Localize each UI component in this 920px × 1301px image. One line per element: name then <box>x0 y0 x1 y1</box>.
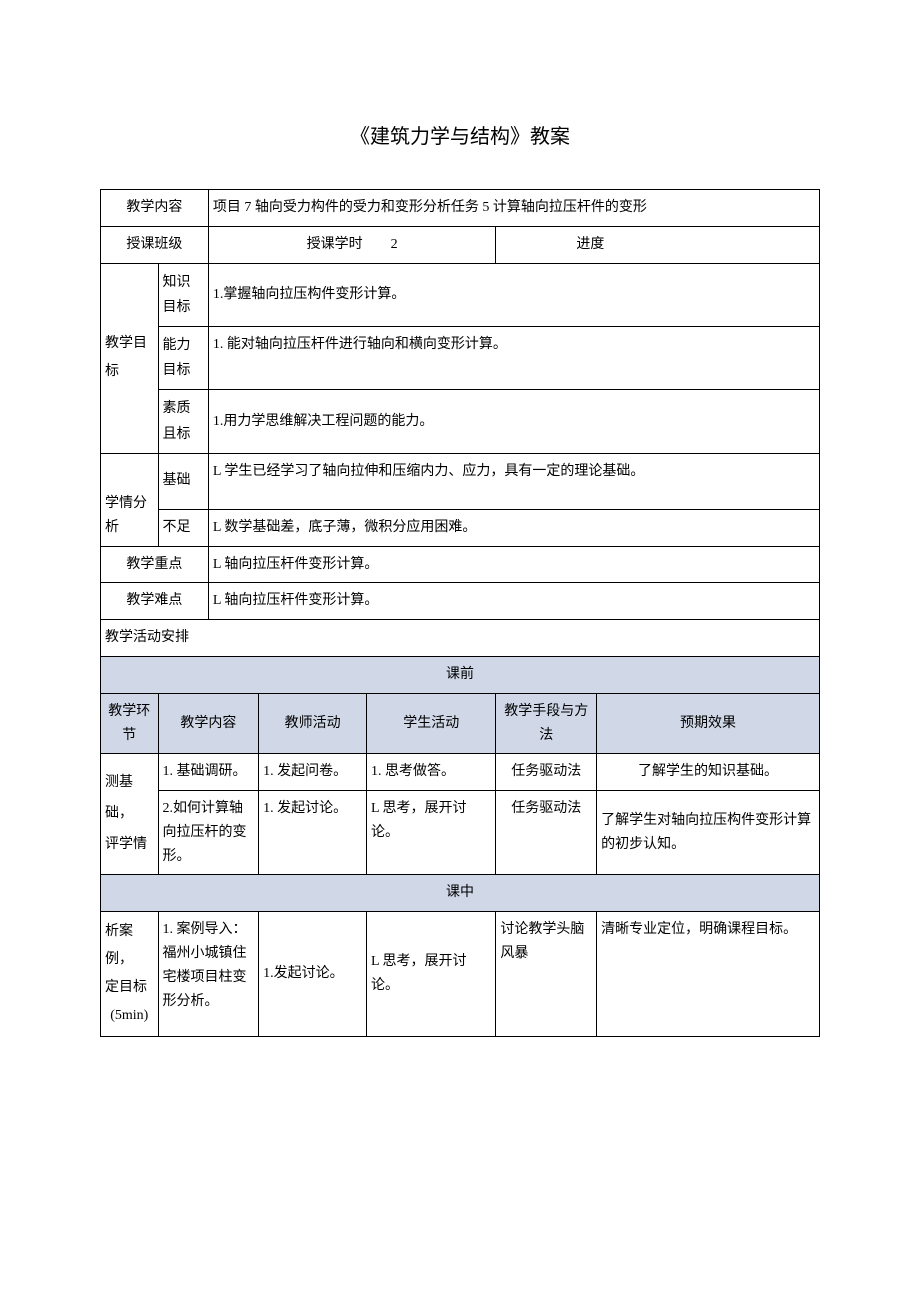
label-teaching-content: 教学内容 <box>101 190 209 227</box>
label-learning-analysis: 学情分析 <box>101 453 159 546</box>
label-deficiency: 不足 <box>158 509 208 546</box>
row-difficulty: 教学难点 L 轴向拉压杆件变形计算。 <box>101 583 820 620</box>
inclass-teacher: 1.发起讨论。 <box>259 912 367 1037</box>
row-inclass-header: 课中 <box>101 875 820 912</box>
cell-hours: 授课学时 2 <box>208 226 496 263</box>
label-difficulty: 教学难点 <box>101 583 209 620</box>
value-difficulty: L 轴向拉压杆件变形计算。 <box>208 583 819 620</box>
row-focus: 教学重点 L 轴向拉压杆件变形计算。 <box>101 546 820 583</box>
col-method: 教学手段与方法 <box>496 693 597 754</box>
label-knowledge-goal: 知识目标 <box>158 263 208 326</box>
value-basis: L 学生已经学习了轴向拉伸和压缩内力、应力，具有一定的理论基础。 <box>208 453 819 509</box>
value-ability-goal: 1. 能对轴向拉压杆件进行轴向和横向变形计算。 <box>208 326 819 389</box>
label-focus: 教学重点 <box>101 546 209 583</box>
col-content: 教学内容 <box>158 693 259 754</box>
row-deficiency: 不足 L 数学基础差，底子薄，微积分应用困难。 <box>101 509 820 546</box>
document-title: 《建筑力学与结构》教案 <box>100 120 820 149</box>
label-teaching-class: 授课班级 <box>101 226 209 263</box>
inclass-stage-l1: 析案例， <box>105 918 154 974</box>
text-ability-goal: 能力目标 <box>163 333 204 383</box>
value-teaching-content: 项目 7 轴向受力构件的受力和变形分析任务 5 计算轴向拉压杆件的变形 <box>208 190 819 227</box>
col-student: 学生活动 <box>367 693 496 754</box>
inclass-stage: 析案例， 定目标 (5min) <box>101 912 159 1037</box>
col-stage: 教学环节 <box>101 693 159 754</box>
row-preclass-header: 课前 <box>101 656 820 693</box>
row-preclass-2: 2.如何计算轴向拉压杆的变形。 1. 发起讨论。 L 思考，展开讨论。 任务驱动… <box>101 791 820 875</box>
value-knowledge-goal: 1.掌握轴向拉压构件变形计算。 <box>208 263 819 326</box>
label-preclass: 课前 <box>101 656 820 693</box>
inclass-expected: 清晰专业定位，明确课程目标。 <box>597 912 820 1037</box>
preclass-stage-l1: 测基础， <box>105 768 154 830</box>
label-teaching-goal: 教学目标 <box>101 263 159 453</box>
value-focus: L 轴向拉压杆件变形计算。 <box>208 546 819 583</box>
preclass-r2-content: 2.如何计算轴向拉压杆的变形。 <box>158 791 259 875</box>
col-teacher: 教师活动 <box>259 693 367 754</box>
inclass-method: 讨论教学头脑风暴 <box>496 912 597 1037</box>
text-knowledge-goal: 知识目标 <box>163 270 204 320</box>
row-quality-goal: 素质且标 1.用力学思维解决工程问题的能力。 <box>101 390 820 453</box>
text-quality-goal: 素质且标 <box>163 396 204 446</box>
value-hours: 2 <box>391 237 398 252</box>
preclass-r1-content: 1. 基础调研。 <box>158 754 259 791</box>
row-preclass-1: 测基础， 评学情 1. 基础调研。 1. 发起问卷。 1. 思考做答。 任务驱动… <box>101 754 820 791</box>
row-arrangement: 教学活动安排 <box>101 620 820 657</box>
inclass-content: 1. 案例导入：福州小城镇住宅楼项目柱变形分析。 <box>158 912 259 1037</box>
inclass-student: L 思考，展开讨论。 <box>367 912 496 1037</box>
row-column-headers: 教学环节 教学内容 教师活动 学生活动 教学手段与方法 预期效果 <box>101 693 820 754</box>
preclass-r1-student: 1. 思考做答。 <box>367 754 496 791</box>
row-class-hours: 授课班级 授课学时 2 进度 <box>101 226 820 263</box>
preclass-r2-teacher: 1. 发起讨论。 <box>259 791 367 875</box>
label-progress: 进度 <box>576 237 604 252</box>
value-deficiency: L 数学基础差，底子薄，微积分应用困难。 <box>208 509 819 546</box>
preclass-stage-l2: 评学情 <box>105 830 154 861</box>
preclass-r1-expected: 了解学生的知识基础。 <box>597 754 820 791</box>
inclass-stage-l2: 定目标 <box>105 974 154 1002</box>
row-knowledge-goal: 教学目标 知识目标 1.掌握轴向拉压构件变形计算。 <box>101 263 820 326</box>
inclass-stage-l3: (5min) <box>105 1002 154 1030</box>
label-teaching-hours: 授课学时 <box>307 237 363 252</box>
preclass-stage: 测基础， 评学情 <box>101 754 159 875</box>
label-basis: 基础 <box>158 453 208 509</box>
row-basis: 学情分析 基础 L 学生已经学习了轴向拉伸和压缩内力、应力，具有一定的理论基础。 <box>101 453 820 509</box>
col-expected: 预期效果 <box>597 693 820 754</box>
value-quality-goal: 1.用力学思维解决工程问题的能力。 <box>208 390 819 453</box>
preclass-r1-method: 任务驱动法 <box>496 754 597 791</box>
row-inclass-1: 析案例， 定目标 (5min) 1. 案例导入：福州小城镇住宅楼项目柱变形分析。… <box>101 912 820 1037</box>
label-arrangement: 教学活动安排 <box>101 620 820 657</box>
preclass-r2-student: L 思考，展开讨论。 <box>367 791 496 875</box>
label-ability-goal: 能力目标 <box>158 326 208 389</box>
preclass-r1-teacher: 1. 发起问卷。 <box>259 754 367 791</box>
row-teaching-content: 教学内容 项目 7 轴向受力构件的受力和变形分析任务 5 计算轴向拉压杆件的变形 <box>101 190 820 227</box>
label-inclass: 课中 <box>101 875 820 912</box>
preclass-r2-expected: 了解学生对轴向拉压构件变形计算的初步认知。 <box>597 791 820 875</box>
label-quality-goal: 素质且标 <box>158 390 208 453</box>
preclass-r2-method: 任务驱动法 <box>496 791 597 875</box>
cell-progress: 进度 <box>496 226 820 263</box>
lesson-plan-table: 教学内容 项目 7 轴向受力构件的受力和变形分析任务 5 计算轴向拉压杆件的变形… <box>100 189 820 1037</box>
row-ability-goal: 能力目标 1. 能对轴向拉压杆件进行轴向和横向变形计算。 <box>101 326 820 389</box>
text-teaching-goal: 教学目标 <box>105 330 154 386</box>
lesson-plan-page: 《建筑力学与结构》教案 教学内容 项目 7 轴向受力构件的受力和变形分析任务 5… <box>0 0 920 1097</box>
